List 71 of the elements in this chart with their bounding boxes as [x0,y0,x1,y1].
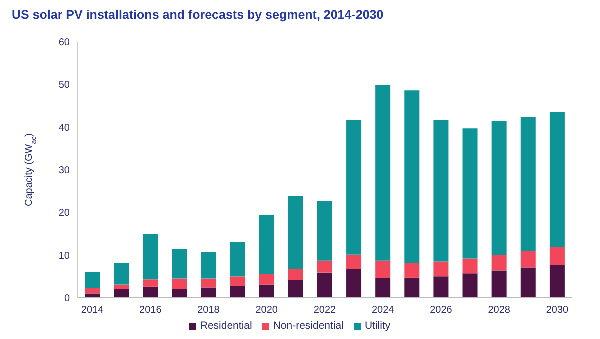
y-tick-label: 60 [58,38,70,49]
bar [434,262,449,277]
bar [230,276,246,286]
bar [492,270,507,298]
y-tick-label: 30 [58,166,70,177]
bar [550,265,565,298]
chart-title: US solar PV installations and forecasts by segment, 2014-2030 [12,8,384,22]
x-tick-label: 2030 [546,305,570,316]
bar [404,278,420,298]
bar [201,288,216,298]
bar [143,286,158,298]
bar [172,278,188,290]
bar [288,268,304,280]
bar [346,120,362,255]
bar [230,286,246,298]
bar [404,263,420,278]
x-tick-label: 2020 [256,305,278,316]
bar [259,284,274,298]
bar [520,117,536,252]
bar [550,112,565,248]
bar [376,260,391,278]
bar [434,276,449,298]
y-tick-label: 0 [64,294,70,305]
bar [462,274,478,298]
bar [230,242,246,277]
bar [85,294,100,298]
bar [143,280,158,287]
bar [288,196,304,269]
legend-label: Utility [364,320,391,332]
bar [520,251,536,268]
bar [114,289,130,298]
bar [317,272,332,298]
bar [462,128,478,259]
bar [462,258,478,274]
bar [114,284,130,290]
bar [492,255,507,271]
y-tick-label: 40 [58,122,70,134]
bar [85,288,100,294]
bar [346,268,362,298]
bar [317,201,332,261]
legend-label: Residential [200,320,252,332]
bar [172,289,188,298]
bar [259,215,274,274]
bar [201,278,216,288]
bar [520,268,536,298]
bar [201,252,216,279]
y-tick-label: 10 [58,250,70,262]
x-tick-label: 2022 [314,305,337,316]
y-tick-label: 50 [58,80,70,92]
legend-label: Non-residential [273,320,344,332]
bar [376,86,391,261]
bar [346,254,362,269]
x-tick-label: 2014 [81,305,104,316]
bar [259,274,274,285]
x-tick-label: 2026 [430,305,453,316]
bar [404,90,420,264]
x-tick-label: 2016 [140,305,162,316]
x-tick-label: 2018 [198,305,220,316]
bar [114,263,130,285]
bar [85,272,100,288]
bar [550,247,565,266]
x-tick-label: 2024 [372,305,395,316]
y-tick-label: 20 [58,208,70,220]
bar [492,121,507,256]
bar [143,234,158,280]
bar [288,280,304,298]
bar [317,260,332,273]
bar [376,278,391,298]
bar [172,249,188,279]
x-tick-label: 2028 [488,305,511,316]
bar [434,120,449,262]
